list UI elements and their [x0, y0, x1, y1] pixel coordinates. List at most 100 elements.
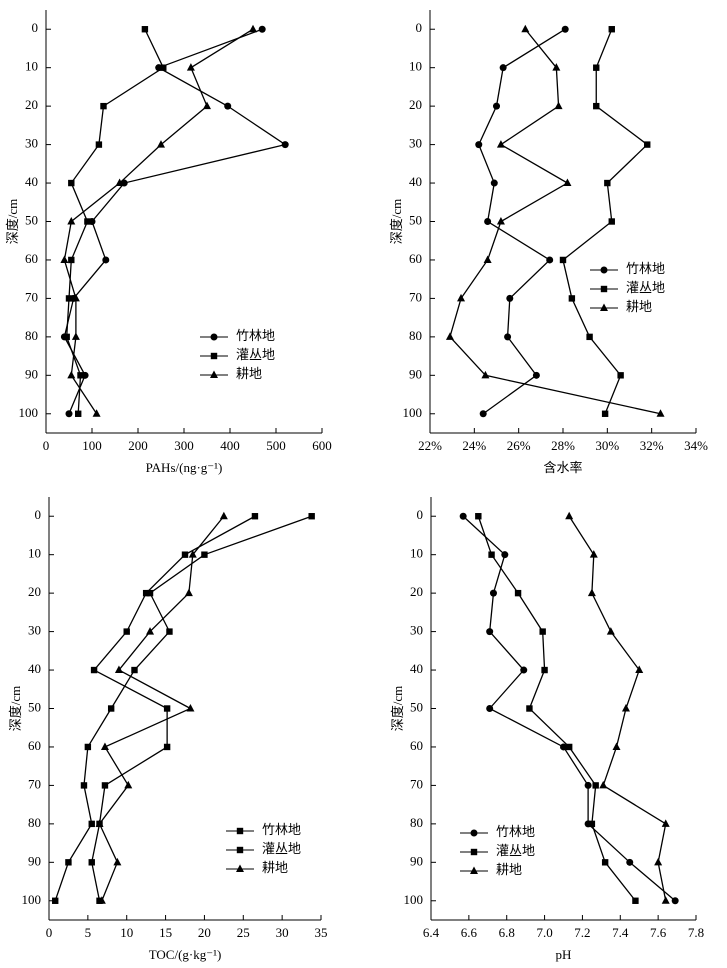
- point: [146, 627, 155, 635]
- y-tick-label: 10: [25, 59, 38, 74]
- point: [568, 295, 576, 302]
- point: [95, 141, 103, 148]
- point: [606, 627, 615, 635]
- point: [88, 820, 95, 828]
- point: [75, 410, 82, 417]
- point: [84, 743, 92, 751]
- x-tick-label: 25: [237, 925, 250, 940]
- chart-panel: 0 10 20 30 40 50 60 70 80 90 100 0 100 200 300 400 500 60…: [5, 10, 332, 475]
- y-tick-label: 70: [28, 776, 41, 791]
- point: [88, 859, 95, 866]
- legend-item: 竹林地: [200, 328, 275, 343]
- point: [475, 513, 482, 520]
- point: [635, 665, 644, 674]
- point: [459, 512, 467, 520]
- y-tick-label: 10: [28, 546, 41, 561]
- point: [499, 64, 507, 72]
- point: [92, 409, 101, 417]
- point: [479, 410, 487, 418]
- legend-label: 灌丛地: [236, 347, 275, 362]
- point: [565, 743, 573, 751]
- legend-label: 竹林地: [626, 261, 665, 276]
- point: [115, 178, 124, 187]
- x-tick-label: 7.2: [574, 925, 590, 940]
- y-tick-label: 50: [410, 699, 423, 714]
- point: [490, 179, 498, 187]
- point: [203, 101, 211, 110]
- point: [493, 102, 500, 110]
- point: [601, 859, 609, 866]
- point: [163, 743, 171, 751]
- y-tick-label: 60: [410, 738, 423, 753]
- point: [65, 859, 72, 866]
- x-tick-label: 500: [266, 438, 286, 453]
- point: [488, 551, 495, 558]
- point: [142, 589, 150, 597]
- chart-panel: 0 10 20 30 40 50 60 70 80 90 100 0 5 10 15 20 25 30 35 TOC/…: [8, 497, 328, 962]
- legend-item: 耕地: [460, 862, 522, 877]
- x-tick-label: 7.0: [536, 925, 552, 940]
- y-tick-label: 80: [28, 815, 41, 830]
- y-tick-label: 10: [409, 59, 422, 74]
- point: [188, 550, 197, 558]
- point: [604, 179, 611, 187]
- series-line: [562, 28, 649, 415]
- y-tick-label: 10: [410, 546, 423, 561]
- point: [560, 743, 567, 751]
- x-tick-label: 400: [220, 438, 240, 453]
- x-tick-label: 30: [276, 925, 289, 940]
- legend-label: 耕地: [626, 299, 652, 314]
- legend-marker: [600, 285, 608, 293]
- point: [84, 218, 91, 225]
- point: [95, 819, 104, 827]
- y-tick-label: 50: [409, 212, 422, 227]
- y-tick-label: 70: [25, 289, 38, 304]
- point: [65, 410, 73, 418]
- point: [504, 333, 512, 341]
- point: [475, 141, 483, 149]
- x-tick-label: 7.4: [612, 925, 629, 940]
- y-tick-label: 50: [28, 699, 41, 714]
- x-tick-label: 0: [46, 925, 53, 940]
- x-tick-label: 6.4: [423, 925, 440, 940]
- y-tick-label: 20: [409, 97, 422, 112]
- point: [157, 140, 165, 148]
- y-tick-label: 70: [410, 776, 423, 791]
- point: [506, 294, 514, 302]
- point: [496, 217, 505, 225]
- point: [656, 409, 665, 417]
- point: [589, 550, 598, 558]
- point: [186, 63, 195, 71]
- series-line: [66, 28, 165, 414]
- point: [281, 141, 289, 149]
- x-tick-label: 7.6: [650, 925, 667, 940]
- point: [481, 370, 490, 379]
- legend-item: 耕地: [200, 366, 262, 381]
- point: [308, 513, 315, 520]
- x-tick-label: 24%: [462, 438, 486, 453]
- legend-marker: [210, 352, 218, 360]
- y-tick-label: 40: [410, 661, 423, 676]
- point: [621, 704, 630, 712]
- point: [587, 588, 596, 597]
- x-axis-label: PAHs/(ng·g⁻¹): [146, 460, 223, 475]
- x-tick-label: 6.6: [461, 925, 478, 940]
- point: [224, 102, 232, 110]
- point: [489, 589, 497, 597]
- legend-item: 灌丛地: [460, 843, 535, 858]
- point: [617, 372, 624, 379]
- point: [486, 705, 494, 712]
- legend-marker: [210, 370, 218, 378]
- point: [219, 511, 228, 520]
- point: [184, 588, 193, 597]
- point: [258, 25, 266, 33]
- chart-panel: 0 10 20 30 40 50 60 70 80 90 100 6.4 6.6 6.8 7.0 7.2 7.4…: [390, 497, 704, 962]
- point: [496, 140, 505, 148]
- point: [60, 255, 69, 263]
- legend-marker: [210, 333, 218, 341]
- point: [501, 551, 509, 559]
- legend-marker: [470, 866, 478, 874]
- point: [601, 410, 609, 417]
- y-axis-label: 深度/cm: [5, 199, 20, 245]
- point: [592, 782, 599, 789]
